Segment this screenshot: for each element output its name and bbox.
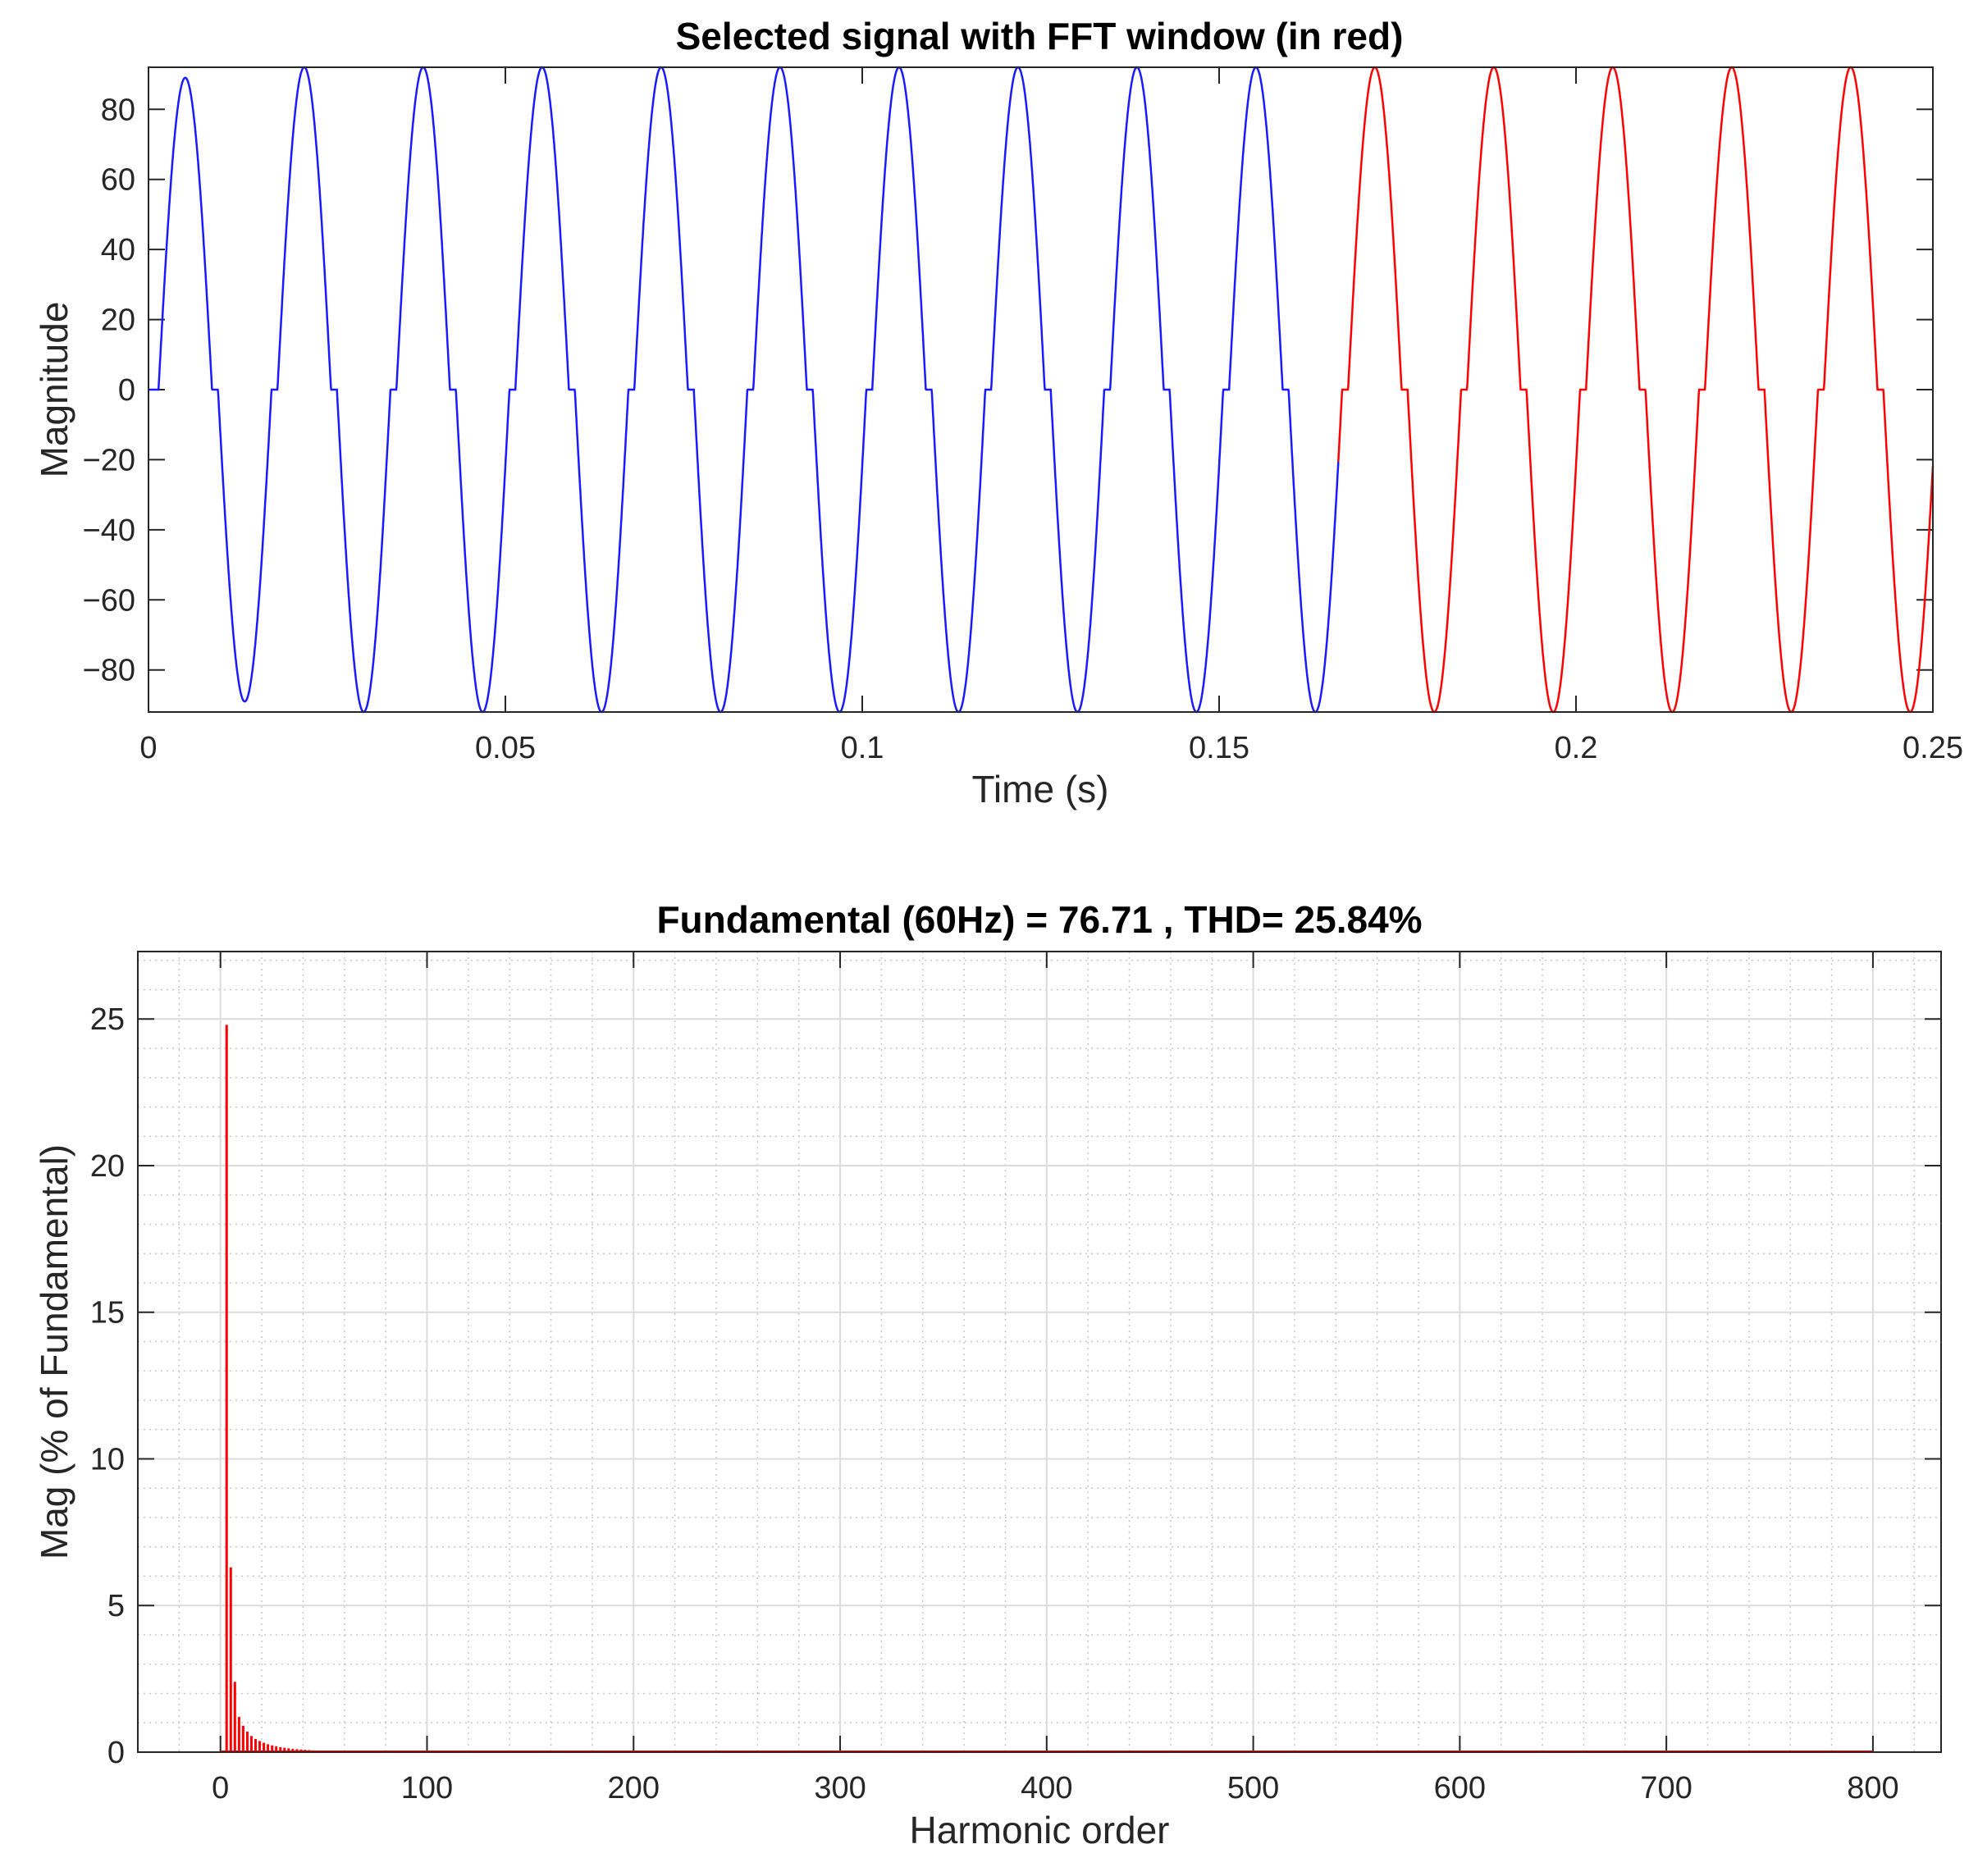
signal-y-tick-label: 20 — [101, 304, 135, 338]
signal-y-tick-label: 60 — [101, 163, 135, 198]
spectrum-x-tick-label: 300 — [814, 1771, 866, 1805]
signal-x-tick-label: 0.2 — [1555, 731, 1598, 765]
spectrum-x-tick-label: 0 — [212, 1771, 229, 1805]
signal-y-tick-label: 0 — [118, 373, 135, 408]
spectrum-y-tick-label: 15 — [90, 1296, 125, 1331]
signal-chart-title: Selected signal with FFT window (in red) — [676, 15, 1404, 57]
spectrum-chart-title: Fundamental (60Hz) = 76.71 , THD= 25.84% — [656, 898, 1422, 941]
spectrum-x-tick-labels: 0 100 200 300 400 500 600 700 800 — [212, 1771, 1898, 1805]
signal-x-tick-label: 0.05 — [475, 731, 536, 765]
spectrum-x-tick-label: 100 — [401, 1771, 453, 1805]
spectrum-x-tick-label: 600 — [1434, 1771, 1486, 1805]
spectrum-axes-box — [137, 951, 1942, 1753]
signal-x-tick-label: 0.15 — [1189, 731, 1249, 765]
signal-axes-box — [148, 66, 1934, 713]
signal-y-tick-label: −80 — [83, 654, 135, 688]
signal-x-tick-label: 0 — [139, 731, 157, 765]
spectrum-plot-area — [138, 952, 1941, 1752]
spectrum-x-tick-label: 400 — [1021, 1771, 1072, 1805]
spectrum-y-axis-label: Mag (% of Fundamental) — [33, 1144, 75, 1559]
spectrum-y-tick-label: 5 — [107, 1589, 125, 1623]
spectrum-x-tick-label: 700 — [1640, 1771, 1692, 1805]
signal-plot-area — [148, 67, 1933, 712]
spectrum-x-tick-label: 200 — [608, 1771, 660, 1805]
signal-chart: Selected signal with FFT window (in red)… — [33, 15, 1963, 810]
spectrum-chart: Fundamental (60Hz) = 76.71 , THD= 25.84%… — [33, 898, 1942, 1851]
fft-window-series-line — [1337, 66, 1935, 714]
spectrum-x-tick-label: 500 — [1227, 1771, 1279, 1805]
signal-y-tick-label: 80 — [101, 93, 135, 127]
signal-x-axis-label: Time (s) — [972, 768, 1109, 810]
signal-x-tick-labels: 0 0.05 0.1 0.15 0.2 0.25 — [139, 731, 1963, 765]
signal-y-tick-label: 40 — [101, 233, 135, 267]
signal-x-tick-label: 0.1 — [841, 731, 884, 765]
spectrum-y-tick-label: 0 — [107, 1736, 125, 1770]
signal-y-axis-label: Magnitude — [33, 302, 75, 478]
signal-y-tick-label: −60 — [83, 583, 135, 618]
spectrum-y-tick-label: 25 — [90, 1002, 125, 1037]
signal-series-line — [148, 66, 1340, 714]
spectrum-ticks — [138, 952, 1941, 1753]
spectrum-x-tick-label: 800 — [1847, 1771, 1898, 1805]
spectrum-y-tick-label: 20 — [90, 1149, 125, 1184]
spectrum-y-tick-label: 10 — [90, 1442, 125, 1477]
spectrum-grid — [138, 952, 1941, 1753]
spectrum-x-axis-label: Harmonic order — [910, 1809, 1170, 1851]
signal-y-tick-labels: −80 −60 −40 −20 0 20 40 60 80 — [83, 93, 135, 687]
signal-y-tick-label: −40 — [83, 514, 135, 548]
spectrum-y-tick-labels: 0 5 10 15 20 25 — [90, 1002, 125, 1770]
signal-x-tick-label: 0.25 — [1903, 731, 1963, 765]
signal-y-tick-label: −20 — [83, 443, 135, 477]
